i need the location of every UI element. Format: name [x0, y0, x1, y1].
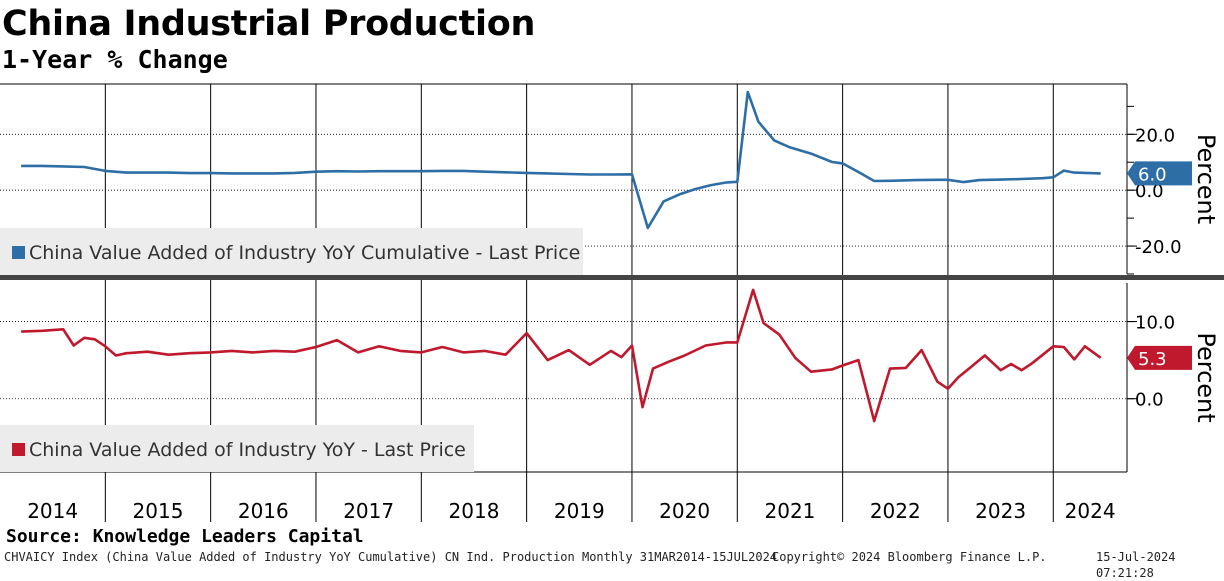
series-line: [21, 288, 1102, 423]
x-tick-label: 2021: [765, 499, 816, 523]
last-price-label: 5.3: [1138, 349, 1167, 370]
x-tick-label: 2017: [343, 499, 394, 523]
y-tick-label: -20.0: [1135, 237, 1182, 258]
y-tick-label: 0.0: [1135, 390, 1164, 411]
x-axis: 2014 2015 2016 2017 2018 2019 2020 2021 2022 2023…: [27, 499, 1115, 523]
last-price-label: 6.0: [1138, 164, 1167, 185]
y-axis-title: Percent: [1192, 134, 1220, 224]
chart-subtitle: 1-Year % Change: [2, 45, 228, 74]
bottom-panel: 10.0 0.0 Percent 5.3 China Value Added of In…: [0, 283, 1220, 472]
chart-title: China Industrial Production: [2, 4, 536, 44]
top-panel: 20.0 0.0 -20.0 Percent 6.0 China Value Added …: [0, 84, 1220, 275]
y-axis-title: Percent: [1192, 332, 1220, 422]
last-price-tag: [1127, 161, 1192, 186]
x-tick-label: 2016: [238, 499, 289, 523]
x-tick-label: 2015: [133, 499, 184, 523]
series-line: [21, 90, 1101, 230]
legend-label: China Value Added of Industry YoY Cumula…: [29, 242, 580, 264]
x-tick-label: 2014: [27, 499, 78, 523]
x-tick-label: 2019: [554, 499, 605, 523]
y-tick-label: 20.0: [1135, 125, 1175, 146]
ticker-info: CHVAICY Index (China Value Added of Indu…: [4, 550, 778, 564]
legend-box: [0, 425, 474, 472]
chart-area: 20.0 0.0 -20.0 Percent 6.0 China Value Added …: [0, 83, 1224, 523]
panel-separator: [0, 275, 1224, 280]
copyright: Copyright© 2024 Bloomberg Finance L.P.: [772, 550, 1047, 564]
legend-swatch: [12, 443, 25, 456]
y-tick-label: 10.0: [1135, 313, 1175, 334]
timestamp: 15-Jul-2024 07:21:28: [1096, 550, 1176, 580]
source-note: Source: Knowledge Leaders Capital: [6, 526, 364, 547]
x-tick-label: 2024: [1065, 499, 1116, 523]
legend-label: China Value Added of Industry YoY - Last…: [29, 439, 466, 461]
x-tick-label: 2020: [659, 499, 710, 523]
legend-swatch: [12, 246, 25, 259]
y-tick-label: 0.0: [1135, 181, 1164, 202]
legend-box: [0, 228, 583, 275]
x-tick-label: 2022: [870, 499, 921, 523]
x-tick-label: 2018: [449, 499, 500, 523]
last-price-tag: [1127, 345, 1192, 370]
x-tick-label: 2023: [975, 499, 1026, 523]
